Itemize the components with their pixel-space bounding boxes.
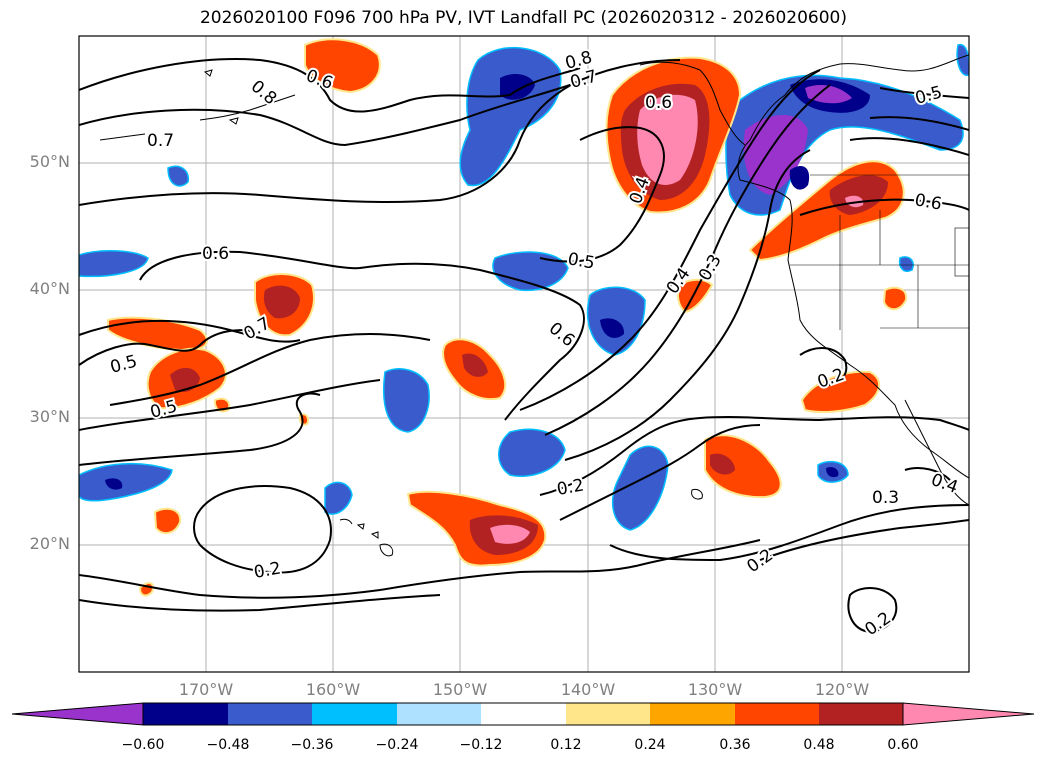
contour-label: 0.6	[645, 93, 672, 113]
colorbar-max-extend	[902, 702, 1035, 726]
colorbar-outline	[142, 702, 904, 726]
colorbar-tick: −0.48	[206, 737, 250, 753]
islands	[203, 69, 379, 539]
map-area	[79, 36, 969, 672]
lon-label-130w: 130°W	[687, 680, 743, 699]
colorbar-tick: −0.60	[121, 737, 165, 753]
lat-label-20n: 20°N	[29, 534, 70, 553]
pv-contours	[79, 58, 969, 634]
colorbar-bin	[650, 703, 735, 725]
lat-label-40n: 40°N	[29, 279, 70, 298]
colorbar-bin	[397, 703, 481, 725]
negative-pv-anomalies	[79, 44, 969, 531]
colorbar-bin	[481, 703, 566, 725]
colorbar-tick: −0.12	[459, 737, 503, 753]
colorbar-tick: −0.24	[375, 737, 419, 753]
contour-label: 0.3	[872, 488, 899, 508]
colorbar-tick: −0.36	[290, 737, 334, 753]
lat-label-30n: 30°N	[29, 407, 70, 426]
colorbar-bin	[819, 703, 903, 725]
lon-label-170w: 170°W	[178, 680, 234, 699]
lon-label-120w: 120°W	[814, 680, 870, 699]
colorbar	[11, 702, 1035, 726]
lon-label-140w: 140°W	[560, 680, 616, 699]
colorbar-bin	[735, 703, 819, 725]
colorbar-bin	[228, 703, 312, 725]
colorbar-tick: 0.60	[887, 737, 919, 753]
colorbar-tick: 0.12	[550, 737, 582, 753]
contour-label: 0.6	[202, 244, 229, 264]
lat-label-50n: 50°N	[29, 152, 70, 171]
colorbar-tick: 0.48	[803, 737, 835, 753]
lon-label-160w: 160°W	[305, 680, 361, 699]
colorbar-min-extend	[11, 702, 144, 726]
lon-label-150w: 150°W	[432, 680, 488, 699]
colorbar-tick: 0.24	[634, 737, 666, 753]
colorbar-bin	[143, 703, 228, 725]
positive-pv-anomalies	[107, 38, 908, 597]
colorbar-bin	[566, 703, 650, 725]
state-borders	[790, 174, 969, 330]
colorbar-tick: 0.36	[719, 737, 751, 753]
contour-label: 0.7	[147, 131, 174, 151]
colorbar-bin	[312, 703, 397, 725]
map-title: 2026020100 F096 700 hPa PV, IVT Landfall…	[199, 8, 847, 28]
map-frame	[78, 35, 970, 673]
